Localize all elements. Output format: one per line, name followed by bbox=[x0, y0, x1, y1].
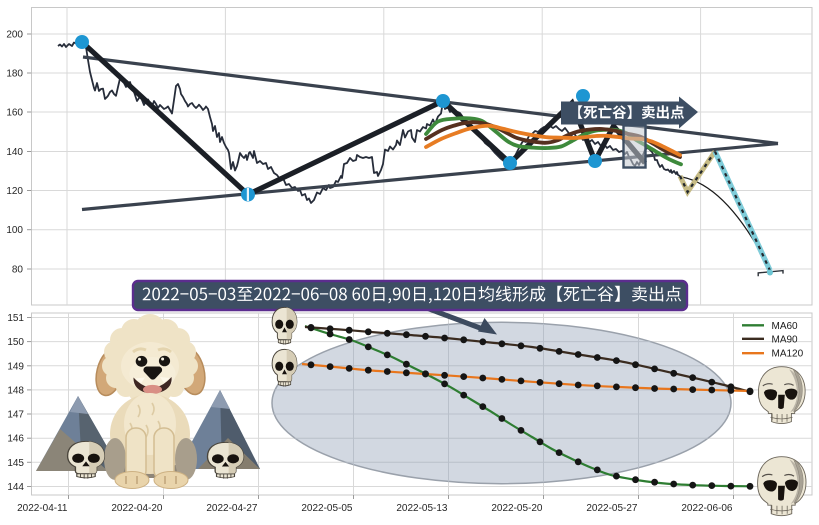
svg-text:MA60: MA60 bbox=[772, 321, 799, 332]
svg-text:145: 145 bbox=[7, 458, 24, 469]
svg-text:151: 151 bbox=[7, 313, 24, 324]
svg-text:2022-06-06: 2022-06-06 bbox=[681, 503, 733, 514]
svg-text:149: 149 bbox=[7, 361, 24, 372]
svg-text:148: 148 bbox=[7, 385, 24, 396]
svg-text:200: 200 bbox=[6, 30, 23, 41]
svg-text:150: 150 bbox=[7, 337, 24, 348]
svg-text:80: 80 bbox=[12, 265, 24, 276]
svg-text:2022-05-05: 2022-05-05 bbox=[301, 503, 353, 514]
svg-text:100: 100 bbox=[6, 225, 23, 236]
svg-text:140: 140 bbox=[6, 147, 23, 158]
svg-text:147: 147 bbox=[7, 410, 24, 421]
svg-text:2022-04-27: 2022-04-27 bbox=[206, 503, 258, 514]
svg-text:120: 120 bbox=[6, 186, 23, 197]
svg-text:MA90: MA90 bbox=[772, 334, 799, 345]
svg-text:MA120: MA120 bbox=[772, 349, 804, 360]
svg-text:160: 160 bbox=[6, 108, 23, 119]
svg-text:144: 144 bbox=[7, 482, 24, 493]
svg-text:2022-04-11: 2022-04-11 bbox=[17, 503, 68, 514]
svg-text:2022-05-13: 2022-05-13 bbox=[396, 503, 448, 514]
svg-text:2022-05-20: 2022-05-20 bbox=[491, 503, 543, 514]
svg-text:180: 180 bbox=[6, 69, 23, 80]
svg-text:146: 146 bbox=[7, 434, 24, 445]
svg-text:2022-05-27: 2022-05-27 bbox=[586, 503, 638, 514]
svg-text:2022-04-20: 2022-04-20 bbox=[111, 503, 163, 514]
